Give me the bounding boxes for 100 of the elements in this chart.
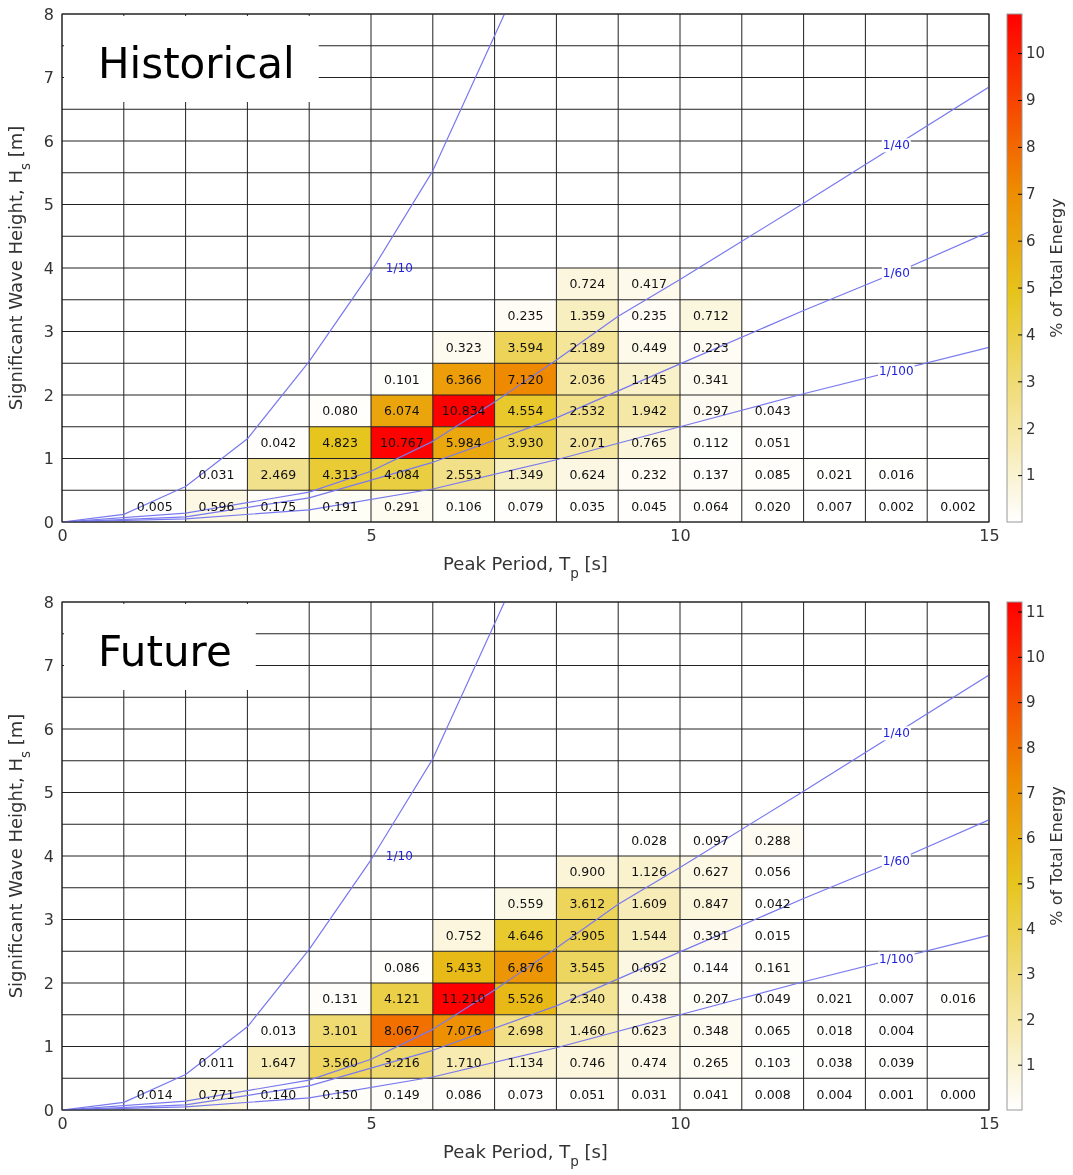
data-label: 1.134 (507, 1054, 544, 1070)
color-bar-label: 6 (1026, 231, 1036, 250)
data-label: 0.038 (816, 1054, 853, 1070)
data-label: 0.014 (136, 1086, 173, 1102)
data-label: 3.930 (507, 435, 544, 450)
data-label: 2.036 (569, 371, 606, 387)
data-label: 0.232 (631, 466, 667, 482)
color-bar-title: % of Total Energy (1047, 198, 1066, 338)
color-bar-label: 5 (1026, 874, 1036, 893)
data-label: 0.011 (198, 1054, 235, 1070)
data-label: 3.560 (322, 1054, 359, 1070)
data-label: 1.349 (507, 466, 544, 482)
data-label: 0.323 (445, 339, 482, 355)
series-label: 1/100 (879, 951, 914, 966)
data-label: 0.288 (754, 832, 791, 848)
data-label: 0.746 (569, 1054, 606, 1070)
data-label: 1.544 (631, 927, 668, 943)
data-label: 0.042 (260, 435, 297, 450)
data-label: 0.341 (693, 371, 729, 387)
y-tick-label: 0 (43, 1100, 54, 1120)
series-label: 1/10 (385, 849, 413, 864)
x-tick-label: 15 (979, 1114, 1000, 1134)
data-label: 0.005 (136, 498, 173, 514)
data-label: 1.647 (260, 1054, 297, 1070)
data-label: 1.609 (631, 896, 668, 911)
y-tick-label: 7 (43, 656, 54, 676)
data-label: 0.015 (754, 927, 791, 943)
data-label: 2.553 (445, 466, 482, 482)
y-tick-label: 0 (43, 512, 54, 532)
data-label: 0.291 (384, 498, 420, 514)
y-tick-label: 2 (43, 973, 54, 993)
data-label: 0.103 (754, 1054, 791, 1070)
data-label: 0.028 (631, 832, 668, 848)
data-label: 1.126 (631, 864, 668, 880)
color-bar-label: 2 (1026, 419, 1036, 438)
series-label: 1/60 (882, 853, 910, 868)
color-bar-label: 3 (1026, 965, 1036, 984)
data-label: 1.942 (631, 403, 667, 419)
data-label: 4.313 (322, 466, 358, 482)
series-label: 1/100 (879, 363, 914, 378)
data-label: 0.131 (322, 991, 358, 1007)
data-label: 0.596 (198, 498, 235, 514)
y-tick-label: 5 (43, 195, 54, 215)
data-label: 0.031 (631, 1086, 667, 1102)
data-label: 0.144 (693, 959, 729, 975)
data-label: 0.002 (878, 498, 915, 514)
color-bar-label: 1 (1026, 1055, 1036, 1074)
color-bar-label: 10 (1026, 44, 1046, 63)
data-label: 3.216 (384, 1054, 420, 1070)
x-tick-label: 5 (366, 1114, 377, 1134)
series-label: 1/40 (882, 726, 910, 741)
data-label: 0.013 (260, 1023, 297, 1038)
data-label: 7.076 (445, 1023, 482, 1038)
data-label: 3.101 (322, 1023, 358, 1038)
data-label: 5.433 (445, 959, 482, 975)
data-label: 0.049 (754, 991, 791, 1007)
color-bar-label: 3 (1026, 372, 1036, 391)
data-label: 0.004 (878, 1023, 915, 1038)
data-label: 0.031 (198, 466, 235, 482)
y-tick-label: 7 (43, 68, 54, 88)
y-tick-label: 4 (43, 258, 54, 278)
data-label: 0.391 (693, 927, 729, 943)
y-tick-label: 8 (43, 4, 54, 24)
y-tick-label: 8 (43, 592, 54, 612)
color-bar-label: 7 (1026, 185, 1036, 204)
series-label: 1/10 (385, 261, 413, 276)
data-label: 4.823 (322, 435, 358, 450)
data-label: 0.235 (507, 308, 544, 323)
data-label: 0.039 (878, 1054, 915, 1070)
data-label: 0.624 (569, 466, 606, 482)
data-label: 2.532 (569, 403, 606, 419)
data-label: 0.438 (631, 991, 668, 1007)
data-label: 0.265 (693, 1054, 729, 1070)
data-label: 6.366 (445, 371, 482, 387)
color-bar-label: 6 (1026, 829, 1036, 848)
data-label: 0.847 (693, 896, 729, 911)
data-label: 0.086 (445, 1086, 482, 1102)
data-label: 0.018 (816, 1023, 853, 1038)
y-tick-label: 3 (43, 910, 54, 930)
color-bar-label: 1 (1026, 466, 1036, 485)
data-label: 0.449 (631, 339, 668, 355)
data-label: 0.175 (260, 498, 297, 514)
data-label: 4.084 (384, 466, 420, 482)
data-label: 0.016 (878, 466, 915, 482)
data-label: 0.073 (507, 1086, 544, 1102)
color-bar-title: % of Total Energy (1047, 786, 1066, 926)
data-label: 0.042 (754, 896, 791, 911)
data-label: 2.340 (569, 991, 606, 1007)
color-bar-label: 9 (1026, 91, 1036, 110)
data-label: 0.051 (569, 1086, 606, 1102)
color-bar-label: 9 (1026, 693, 1036, 712)
color-bar-label: 8 (1026, 738, 1036, 757)
data-label: 0.235 (631, 308, 667, 323)
data-label: 0.297 (693, 403, 729, 419)
data-label: 0.007 (878, 991, 915, 1007)
x-axis-title: Peak Period, T$_{p}$ [s] (443, 1141, 608, 1169)
data-label: 0.021 (816, 991, 853, 1007)
y-tick-label: 4 (43, 846, 54, 866)
data-label: 0.348 (693, 1023, 729, 1038)
y-tick-label: 6 (43, 719, 54, 739)
